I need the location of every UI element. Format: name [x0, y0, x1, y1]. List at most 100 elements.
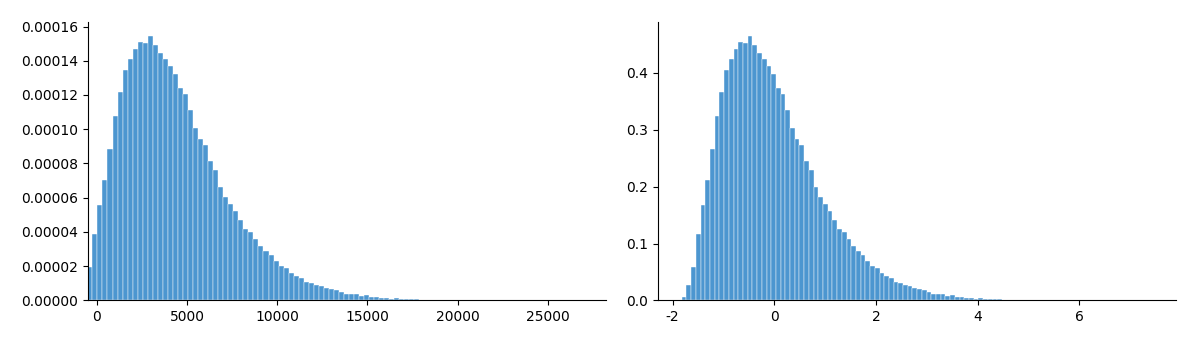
- Bar: [917, 289, 922, 300]
- Bar: [941, 294, 946, 300]
- Bar: [988, 299, 992, 300]
- Bar: [168, 66, 172, 300]
- Bar: [233, 211, 238, 300]
- Bar: [734, 49, 739, 300]
- Bar: [329, 289, 334, 300]
- Bar: [970, 298, 973, 300]
- Bar: [318, 286, 324, 300]
- Bar: [809, 170, 814, 300]
- Bar: [113, 116, 117, 300]
- Bar: [314, 285, 318, 300]
- Bar: [1007, 299, 1011, 300]
- Bar: [936, 294, 941, 300]
- Bar: [922, 290, 926, 300]
- Bar: [824, 204, 827, 300]
- Bar: [973, 299, 978, 300]
- Bar: [814, 187, 819, 300]
- Bar: [339, 292, 344, 300]
- Bar: [865, 262, 870, 300]
- Bar: [87, 267, 92, 300]
- Bar: [213, 170, 218, 300]
- Bar: [268, 255, 274, 300]
- Bar: [885, 276, 889, 300]
- Bar: [800, 145, 804, 300]
- Bar: [83, 285, 87, 300]
- Bar: [870, 266, 875, 300]
- Bar: [304, 282, 309, 300]
- Bar: [103, 180, 108, 300]
- Bar: [158, 52, 163, 300]
- Bar: [293, 276, 299, 300]
- Bar: [263, 251, 268, 300]
- Bar: [903, 285, 907, 300]
- Bar: [394, 298, 400, 300]
- Bar: [142, 43, 147, 300]
- Bar: [299, 278, 304, 300]
- Bar: [846, 239, 851, 300]
- Bar: [284, 268, 288, 300]
- Bar: [288, 273, 293, 300]
- Bar: [880, 273, 885, 300]
- Bar: [409, 299, 414, 300]
- Bar: [163, 59, 168, 300]
- Bar: [955, 297, 960, 300]
- Bar: [178, 88, 183, 300]
- Bar: [249, 233, 254, 300]
- Bar: [400, 299, 405, 300]
- Bar: [724, 70, 729, 300]
- Bar: [899, 283, 903, 300]
- Bar: [926, 292, 931, 300]
- Bar: [691, 267, 695, 300]
- Bar: [983, 299, 988, 300]
- Bar: [208, 161, 213, 300]
- Bar: [405, 299, 409, 300]
- Bar: [785, 110, 790, 300]
- Bar: [856, 251, 861, 300]
- Bar: [117, 92, 122, 300]
- Bar: [324, 288, 329, 300]
- Bar: [274, 262, 279, 300]
- Bar: [334, 290, 339, 300]
- Bar: [719, 92, 724, 300]
- Bar: [97, 205, 103, 300]
- Bar: [757, 52, 761, 300]
- Bar: [425, 299, 430, 300]
- Bar: [218, 187, 223, 300]
- Bar: [354, 294, 359, 300]
- Bar: [128, 59, 133, 300]
- Bar: [739, 42, 743, 300]
- Bar: [766, 66, 771, 300]
- Bar: [254, 239, 259, 300]
- Bar: [771, 74, 776, 300]
- Bar: [122, 70, 128, 300]
- Bar: [153, 45, 158, 300]
- Bar: [832, 220, 837, 300]
- Bar: [138, 42, 142, 300]
- Bar: [309, 283, 314, 300]
- Bar: [419, 299, 425, 300]
- Bar: [183, 94, 188, 300]
- Bar: [414, 299, 419, 300]
- Bar: [369, 297, 375, 300]
- Bar: [188, 110, 193, 300]
- Bar: [133, 49, 138, 300]
- Bar: [907, 286, 912, 300]
- Bar: [259, 246, 263, 300]
- Bar: [238, 220, 243, 300]
- Bar: [960, 297, 965, 300]
- Bar: [780, 94, 785, 300]
- Bar: [946, 296, 950, 300]
- Bar: [827, 211, 832, 300]
- Bar: [359, 296, 364, 300]
- Bar: [375, 297, 379, 300]
- Bar: [875, 268, 880, 300]
- Bar: [78, 297, 83, 300]
- Bar: [700, 205, 705, 300]
- Bar: [92, 234, 97, 300]
- Bar: [350, 294, 354, 300]
- Bar: [172, 74, 178, 300]
- Bar: [710, 149, 715, 300]
- Bar: [198, 139, 203, 300]
- Bar: [753, 45, 757, 300]
- Bar: [804, 161, 809, 300]
